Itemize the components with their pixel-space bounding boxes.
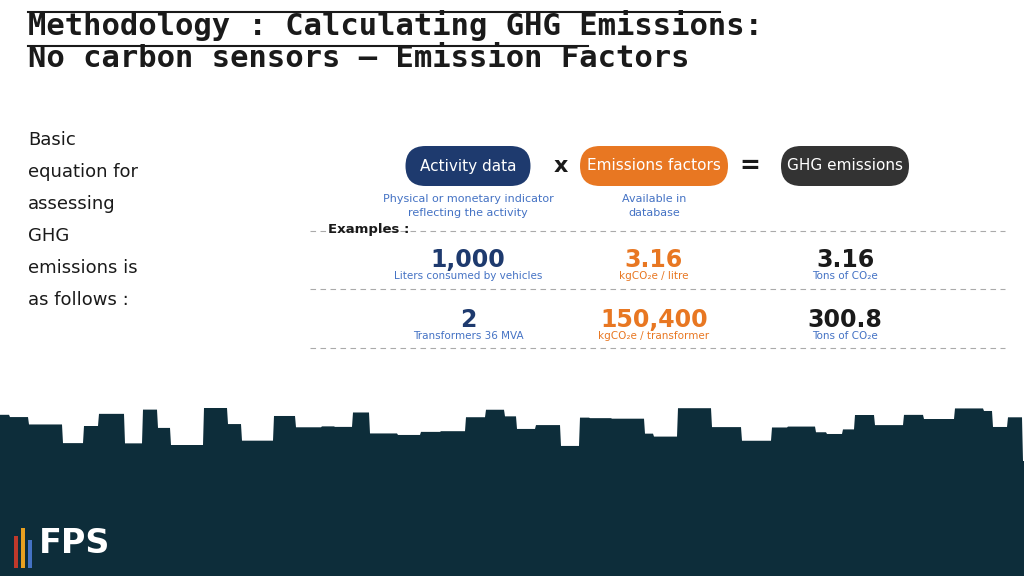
- FancyBboxPatch shape: [781, 146, 909, 186]
- Text: kgCO₂e / transformer: kgCO₂e / transformer: [598, 331, 710, 341]
- Text: Tons of CO₂e: Tons of CO₂e: [812, 271, 878, 281]
- Text: Methodology : Calculating GHG Emissions:: Methodology : Calculating GHG Emissions:: [28, 10, 763, 41]
- Text: =: =: [739, 154, 760, 178]
- Text: No carbon sensors – Emission Factors: No carbon sensors – Emission Factors: [28, 44, 689, 73]
- Text: kgCO₂e / litre: kgCO₂e / litre: [620, 271, 689, 281]
- Text: x: x: [554, 156, 568, 176]
- Text: Basic
equation for
assessing
GHG
emissions is
as follows :: Basic equation for assessing GHG emissio…: [28, 131, 138, 309]
- Text: 300.8: 300.8: [808, 308, 883, 332]
- Text: FPS: FPS: [39, 527, 111, 560]
- Polygon shape: [0, 408, 1023, 576]
- Text: 1,000: 1,000: [431, 248, 506, 272]
- Text: Activity data: Activity data: [420, 158, 516, 173]
- FancyBboxPatch shape: [580, 146, 728, 186]
- Text: 3.16: 3.16: [816, 248, 874, 272]
- Bar: [28, 540, 32, 568]
- Bar: [14, 536, 18, 568]
- FancyBboxPatch shape: [406, 146, 530, 186]
- Bar: [22, 528, 25, 568]
- Text: 150,400: 150,400: [600, 308, 708, 332]
- Text: Tons of CO₂e: Tons of CO₂e: [812, 331, 878, 341]
- Text: Available in
database: Available in database: [622, 194, 686, 218]
- Text: 2: 2: [460, 308, 476, 332]
- Text: Emissions factors: Emissions factors: [587, 158, 721, 173]
- Text: Physical or monetary indicator
reflecting the activity: Physical or monetary indicator reflectin…: [383, 194, 553, 218]
- Text: GHG emissions: GHG emissions: [787, 158, 903, 173]
- Text: Transformers 36 MVA: Transformers 36 MVA: [413, 331, 523, 341]
- Text: Liters consumed by vehicles: Liters consumed by vehicles: [394, 271, 542, 281]
- Text: 3.16: 3.16: [625, 248, 683, 272]
- Text: Examples :: Examples :: [328, 223, 410, 236]
- Bar: [0, 461, 1024, 576]
